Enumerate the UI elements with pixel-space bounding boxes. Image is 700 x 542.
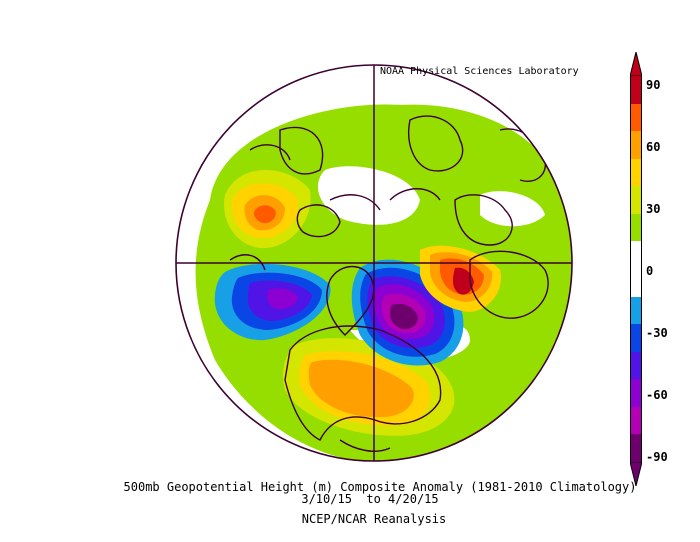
caption-dates: 3/10/15 to 4/20/15 [301, 492, 439, 506]
colorbar-top-arrow [630, 52, 642, 77]
colorbar-segment [630, 131, 642, 160]
colorbar-segment [630, 76, 642, 105]
colorbar-label-30: 30 [646, 202, 661, 216]
colorbar-label-60: 60 [646, 140, 661, 154]
colorbar-segment [630, 269, 642, 298]
colorbar-label-0: 0 [646, 264, 654, 278]
caption-title: 500mb Geopotential Height (m) Composite … [123, 480, 637, 494]
colorbar-segment [630, 186, 642, 215]
colorbar-label-neg60: -60 [646, 388, 668, 402]
continent-outlines [229, 115, 549, 452]
colorbar-label-neg30: -30 [646, 326, 668, 340]
colorbar-segment [630, 213, 642, 242]
caption-source: NCEP/NCAR Reanalysis [301, 512, 447, 526]
color-bar [630, 52, 642, 486]
colorbar-segment [630, 296, 642, 325]
colorbar-segment [630, 324, 642, 353]
colorbar-segment [630, 158, 642, 187]
colorbar-segment [630, 241, 642, 270]
colorbar-label-90: 90 [646, 78, 661, 92]
colorbar-label-neg90: -90 [646, 450, 668, 464]
colorbar-segment [630, 351, 642, 380]
map-boundary-circle [175, 64, 573, 462]
colorbar-segment [630, 103, 642, 132]
anomaly-field [195, 104, 572, 461]
colorbar-segment [630, 406, 642, 435]
colorbar-segment [630, 379, 642, 408]
colorbar-segment [630, 434, 642, 463]
credit-label: NOAA Physical Sciences Laboratory [380, 66, 579, 77]
